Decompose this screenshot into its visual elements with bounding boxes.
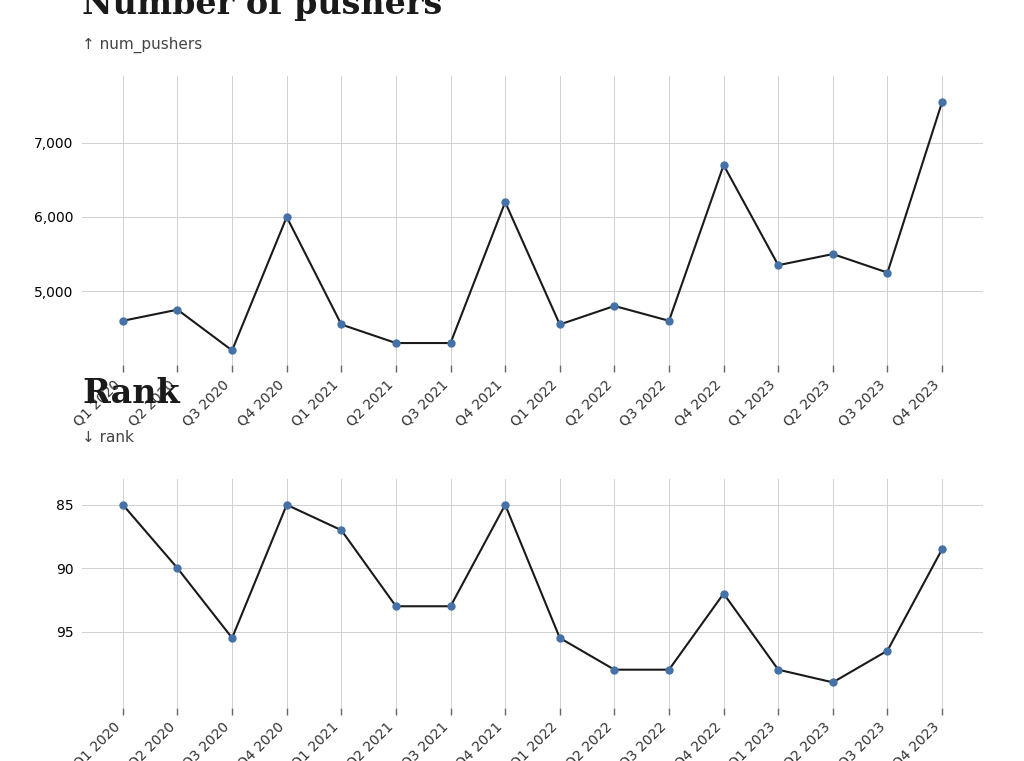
Text: ↓ rank: ↓ rank	[82, 430, 134, 445]
Text: ↑ num_pushers: ↑ num_pushers	[82, 37, 202, 53]
Text: Number of pushers: Number of pushers	[82, 0, 442, 21]
Text: Rank: Rank	[82, 377, 179, 410]
